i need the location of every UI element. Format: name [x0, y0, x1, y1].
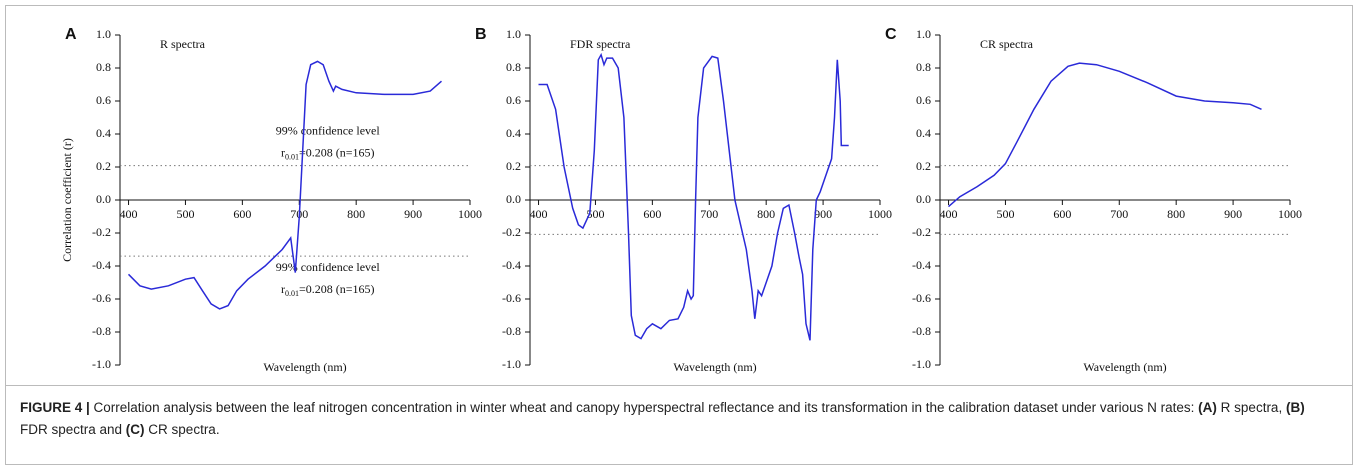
y-tick-label: -0.6 [502, 291, 521, 305]
y-tick-label: -0.6 [912, 291, 931, 305]
y-tick-label: -0.4 [912, 258, 931, 272]
y-tick-label: 0.6 [916, 93, 931, 107]
y-tick-label: 0.4 [506, 126, 521, 140]
x-tick-label: 700 [700, 207, 718, 221]
x-axis-label: Wavelength (nm) [263, 360, 346, 374]
y-tick-label: -1.0 [502, 357, 521, 371]
x-tick-label: 500 [176, 207, 194, 221]
y-tick-label: 0.4 [96, 126, 111, 140]
x-axis-label: Wavelength (nm) [673, 360, 756, 374]
x-tick-label: 500 [586, 207, 604, 221]
panel-label: C [885, 26, 897, 43]
y-tick-label: 0.8 [506, 60, 521, 74]
x-tick-label: 600 [1053, 207, 1071, 221]
y-tick-label: -0.8 [502, 324, 521, 338]
y-tick-label: 1.0 [916, 27, 931, 41]
x-tick-label: 800 [757, 207, 775, 221]
annotation-subscript: 0.01 [285, 289, 299, 298]
y-tick-label: 0.2 [96, 159, 111, 173]
caption-part: (A) [1198, 400, 1217, 415]
y-tick-label: -0.6 [92, 291, 111, 305]
y-tick-label: -0.4 [92, 258, 111, 272]
x-tick-label: 600 [233, 207, 251, 221]
annotation-part: r [281, 145, 285, 159]
y-tick-label: 0.0 [916, 192, 931, 206]
x-tick-label: 900 [1224, 207, 1242, 221]
annotation-subscript: 0.01 [285, 153, 299, 162]
x-tick-label: 900 [404, 207, 422, 221]
y-tick-label: -0.8 [92, 324, 111, 338]
y-tick-label: -0.2 [502, 225, 521, 239]
caption-part: (C) [125, 422, 145, 437]
annotation: r0.01=0.208 (n=165) [281, 282, 375, 298]
y-tick-label: -0.8 [912, 324, 931, 338]
chart-title: R spectra [160, 37, 206, 51]
annotation-part: r [281, 282, 285, 296]
separator [5, 385, 1353, 386]
series-line [538, 52, 849, 341]
y-axis-label: Correlation coefficient (r) [60, 138, 74, 262]
charts: A R spectra -1.0 -0.8 -0.6 -0.4 -0.2 0.0 0.2 0.4 0… [60, 26, 1302, 374]
x-axis-label: Wavelength (nm) [1083, 360, 1166, 374]
y-tick-label: 0.2 [916, 159, 931, 173]
caption-part: (B) [1285, 400, 1305, 415]
panel-label: A [65, 26, 77, 43]
annotation: 99% confidence level [276, 123, 381, 137]
caption-part: Correlation analysis between the leaf ni… [89, 400, 1199, 415]
x-tick-label: 500 [996, 207, 1014, 221]
y-tick-label: 0.0 [506, 192, 521, 206]
x-tick-label: 400 [120, 207, 138, 221]
x-tick-label: 600 [643, 207, 661, 221]
x-tick-label: 800 [347, 207, 365, 221]
x-tick-label: 1000 [1278, 207, 1302, 221]
y-tick-label: 0.0 [96, 192, 111, 206]
y-tick-label: 0.2 [506, 159, 521, 173]
y-tick-label: -0.4 [502, 258, 521, 272]
y-tick-label: 0.6 [96, 93, 111, 107]
x-tick-label: 400 [940, 207, 958, 221]
y-tick-label: 1.0 [96, 27, 111, 41]
chart-title: CR spectra [980, 37, 1034, 51]
annotation-part: =0.208 (n=165) [299, 145, 375, 159]
caption-part: FIGURE 4 | [20, 400, 90, 415]
panel-label: B [475, 26, 487, 43]
x-tick-label: 800 [1167, 207, 1185, 221]
caption-part: FDR spectra and [20, 422, 126, 437]
y-tick-label: 0.8 [96, 60, 111, 74]
y-tick-label: -1.0 [912, 357, 931, 371]
caption: FIGURE 4 | Correlation analysis between … [20, 397, 1330, 441]
y-tick-label: -1.0 [92, 357, 111, 371]
caption-part: R spectra, [1216, 400, 1286, 415]
series-line [948, 62, 1262, 208]
x-tick-label: 700 [1110, 207, 1128, 221]
caption-part: CR spectra. [144, 422, 220, 437]
y-tick-label: -0.2 [92, 225, 111, 239]
annotation-part: =0.208 (n=165) [299, 282, 375, 296]
annotation: r0.01=0.208 (n=165) [281, 145, 375, 161]
y-tick-label: 0.4 [916, 126, 931, 140]
annotation: 99% confidence level [276, 260, 381, 274]
x-tick-label: 1000 [868, 207, 892, 221]
chart-title: FDR spectra [570, 37, 631, 51]
figure-frame [5, 5, 1353, 465]
y-tick-label: 0.6 [506, 93, 521, 107]
y-tick-label: -0.2 [912, 225, 931, 239]
series-line [127, 60, 442, 310]
x-tick-label: 1000 [458, 207, 482, 221]
y-tick-label: 0.8 [916, 60, 931, 74]
x-tick-label: 400 [530, 207, 548, 221]
x-tick-label: 900 [814, 207, 832, 221]
y-tick-label: 1.0 [506, 27, 521, 41]
